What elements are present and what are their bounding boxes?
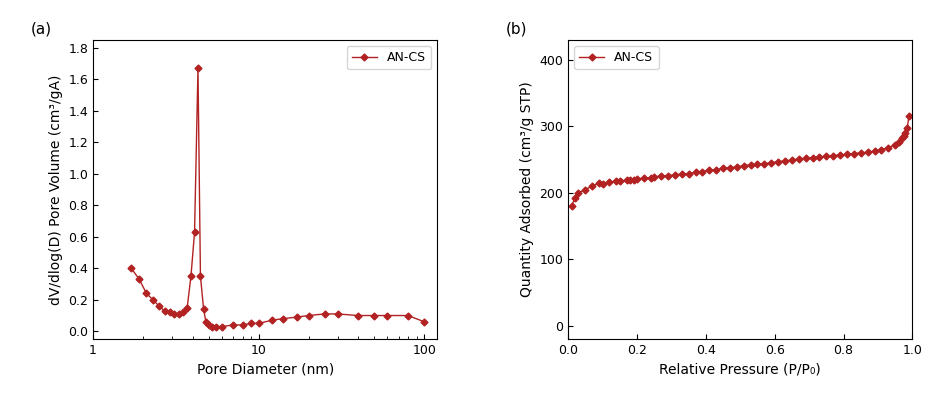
AN-CS [291, 315, 303, 320]
Y-axis label: Quantity Adsorbed (cm³/g STP): Quantity Adsorbed (cm³/g STP) [519, 82, 533, 297]
AN-CS [216, 324, 227, 329]
X-axis label: Relative Pressure (P/P₀): Relative Pressure (P/P₀) [659, 363, 821, 377]
AN-CS [203, 322, 214, 327]
AN-CS [182, 305, 193, 310]
Text: (a): (a) [31, 22, 52, 37]
AN-CS [800, 156, 811, 161]
AN-CS [210, 324, 222, 329]
AN-CS [154, 304, 165, 308]
AN-CS [246, 321, 257, 326]
Legend: AN-CS: AN-CS [574, 46, 658, 69]
AN-CS [200, 320, 211, 324]
AN-CS [419, 320, 430, 324]
Y-axis label: dV/dlog(D) Pore Volume (cm³/gA): dV/dlog(D) Pore Volume (cm³/gA) [48, 74, 62, 305]
AN-CS [900, 130, 911, 135]
AN-CS [631, 176, 642, 181]
AN-CS [277, 316, 289, 321]
AN-CS [185, 274, 196, 279]
AN-CS [369, 313, 380, 318]
AN-CS [237, 322, 249, 327]
AN-CS [319, 312, 331, 316]
Legend: AN-CS: AN-CS [347, 46, 431, 69]
Text: (b): (b) [506, 22, 528, 37]
AN-CS [189, 230, 200, 235]
AN-CS [903, 114, 914, 119]
AN-CS [253, 321, 264, 326]
AN-CS [198, 307, 209, 312]
Line: AN-CS: AN-CS [128, 66, 426, 329]
AN-CS [195, 274, 206, 279]
AN-CS [869, 148, 880, 153]
AN-CS [206, 324, 217, 329]
AN-CS [828, 153, 839, 158]
AN-CS [382, 313, 393, 318]
X-axis label: Pore Diameter (nm): Pore Diameter (nm) [196, 363, 334, 377]
AN-CS [147, 297, 158, 302]
AN-CS [159, 308, 170, 313]
AN-CS [227, 322, 238, 327]
AN-CS [169, 312, 180, 316]
AN-CS [566, 204, 577, 209]
AN-CS [266, 318, 277, 323]
AN-CS [402, 313, 413, 318]
Line: AN-CS: AN-CS [569, 114, 911, 209]
AN-CS [353, 313, 364, 318]
AN-CS [141, 291, 152, 296]
AN-CS [126, 266, 137, 271]
AN-CS [134, 277, 145, 282]
AN-CS [178, 310, 189, 315]
AN-CS [639, 176, 650, 181]
AN-CS [303, 313, 314, 318]
AN-CS [173, 312, 184, 316]
AN-CS [164, 310, 175, 315]
AN-CS [332, 312, 344, 316]
AN-CS [193, 66, 204, 71]
